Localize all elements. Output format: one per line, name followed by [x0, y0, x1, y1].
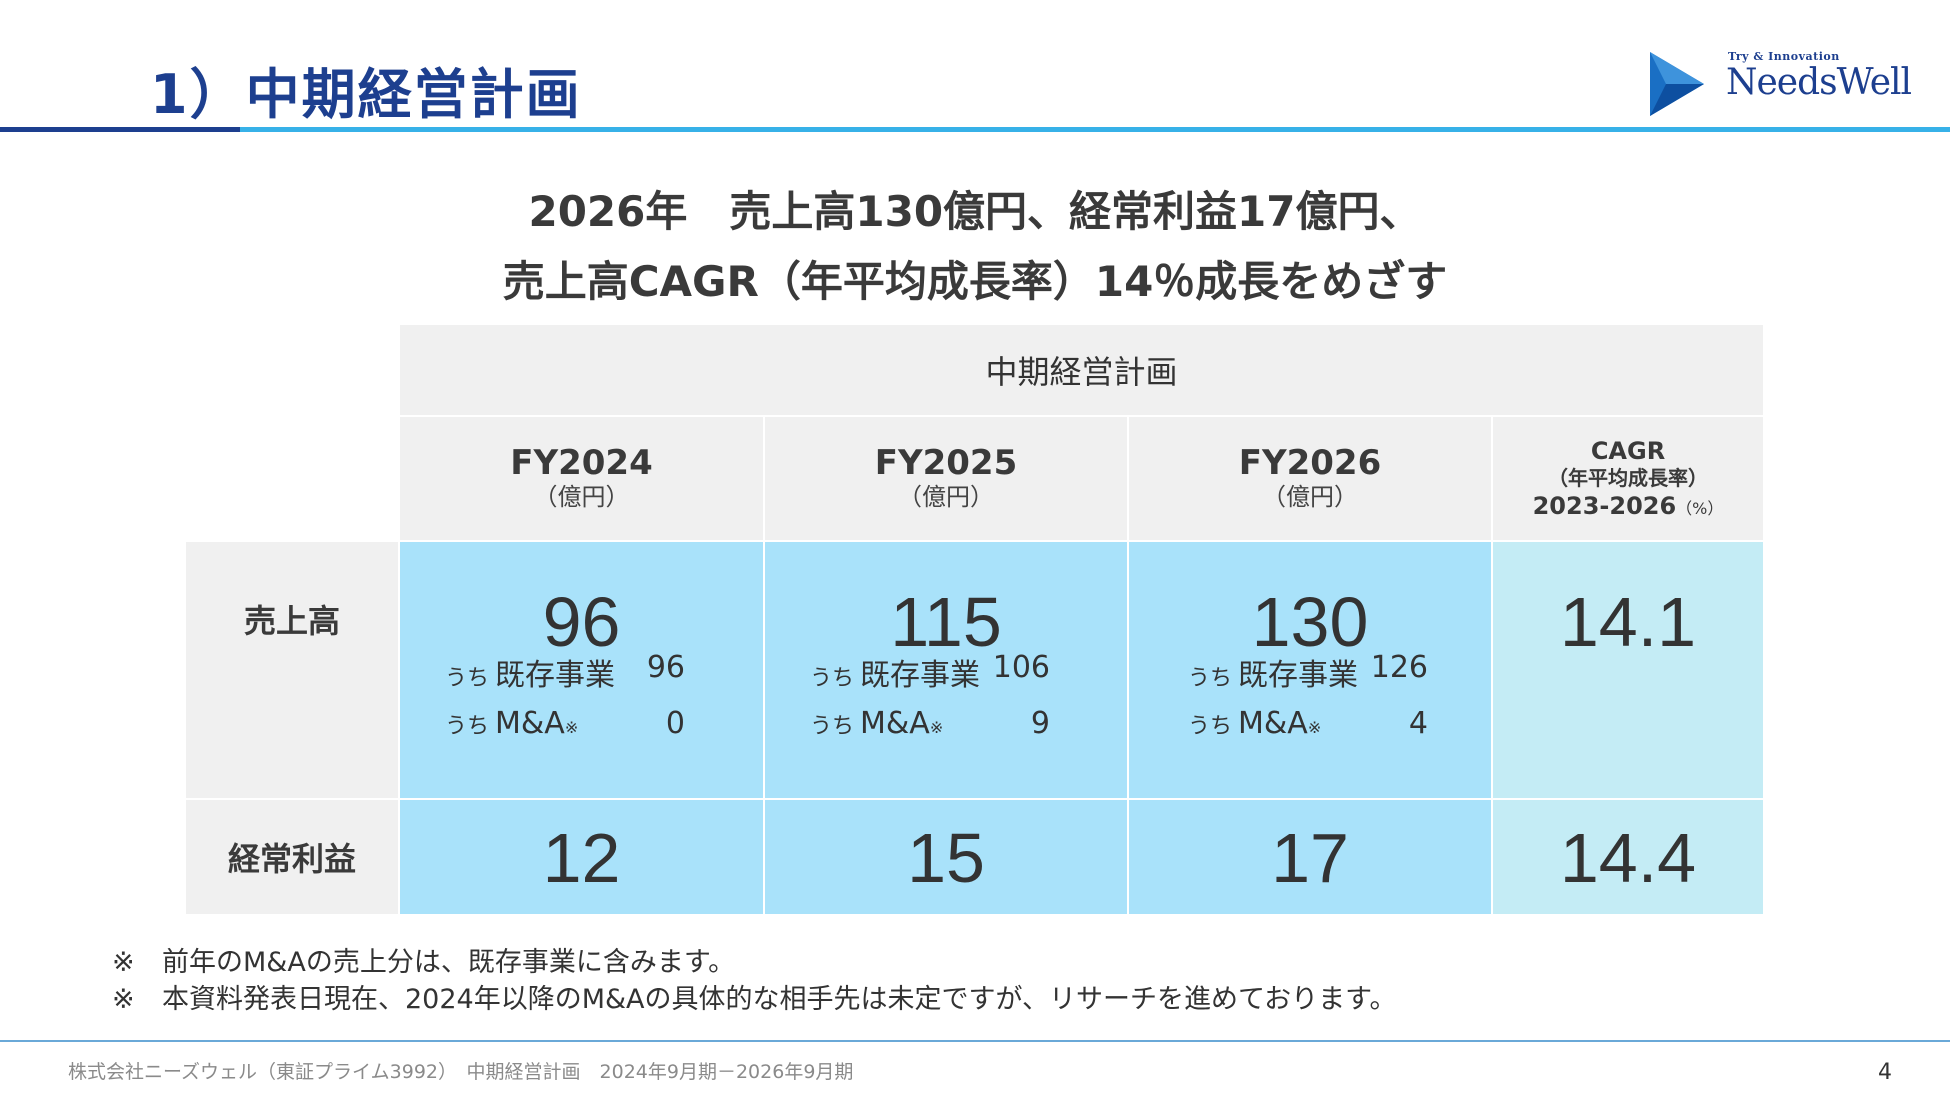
column-label: FY2025	[874, 443, 1018, 484]
header-rule	[0, 127, 1950, 132]
sales-cell-fy2024: 96 うち 既存事業 96 うち M&A※ 0	[400, 542, 763, 798]
footnote-2: ※ 本資料発表日現在、2024年以降のM&Aの具体的な相手先は未定ですが、リサーチ…	[112, 984, 1397, 1015]
header-rule-accent	[0, 127, 240, 132]
profit-value: 12	[542, 819, 621, 897]
cagr-period: 2023-2026（%）	[1533, 491, 1724, 521]
column-unit: （億円）	[898, 482, 994, 511]
ma-value: 9	[1030, 706, 1050, 741]
ma-label: うち M&A※	[445, 706, 579, 741]
sales-value: 115	[890, 583, 1002, 661]
profit-cell-fy2024: 12	[400, 800, 763, 914]
column-header-fy2026: FY2026 （億円）	[1129, 417, 1491, 540]
sales-cagr-cell: 14.1	[1493, 542, 1763, 798]
row-header-ordinary-profit: 経常利益	[186, 800, 398, 914]
existing-business-value: 106	[992, 650, 1050, 685]
ma-value: 0	[665, 706, 685, 741]
column-header-fy2024: FY2024 （億円）	[400, 417, 763, 540]
sales-cell-fy2025: 115 うち 既存事業 106 うち M&A※ 9	[765, 542, 1127, 798]
footer-text: 株式会社ニーズウェル（東証プライム3992） 中期経営計画 2024年9月期－2…	[68, 1061, 854, 1083]
headline-line-2: 売上高CAGR（年平均成長率）14％成長をめざす	[502, 257, 1448, 306]
existing-business-label: うち 既存事業	[1188, 658, 1359, 693]
existing-business-label: うち 既存事業	[810, 658, 981, 693]
row-header-sales: 売上高	[186, 542, 398, 798]
profit-value: 17	[1271, 819, 1349, 897]
footer-rule	[0, 1040, 1950, 1042]
profit-cagr-value: 14.4	[1559, 819, 1697, 897]
ma-label: うち M&A※	[810, 706, 944, 741]
column-header-fy2025: FY2025 （億円）	[765, 417, 1127, 540]
cagr-unit: （%）	[1676, 499, 1724, 518]
ma-label: うち M&A※	[1188, 706, 1322, 741]
cagr-period-years: 2023-2026	[1532, 492, 1677, 520]
company-logo: Try & Innovation NeedsWell	[1650, 50, 1912, 120]
table-band-title: 中期経営計画	[400, 325, 1763, 415]
sales-value: 96	[542, 583, 621, 661]
page-number: 4	[1878, 1060, 1892, 1085]
existing-business-value: 126	[1370, 650, 1428, 685]
sales-cagr-value: 14.1	[1559, 583, 1697, 661]
ma-value: 4	[1408, 706, 1428, 741]
profit-cell-fy2026: 17	[1129, 800, 1491, 914]
column-unit: （億円）	[1262, 482, 1358, 511]
logo-name: NeedsWell	[1726, 62, 1912, 103]
profit-cagr-cell: 14.4	[1493, 800, 1763, 914]
headline-line-1: 2026年 売上高130億円、経常利益17億円、	[528, 187, 1422, 236]
logo-tagline: Try & Innovation	[1728, 50, 1840, 63]
slide-title: 1）中期経営計画	[150, 63, 582, 126]
existing-business-label: うち 既存事業	[445, 658, 616, 693]
column-unit: （億円）	[533, 482, 630, 511]
cagr-sub-label: （年平均成長率）	[1548, 466, 1708, 490]
existing-business-value: 96	[646, 650, 685, 685]
profit-value: 15	[907, 819, 985, 897]
logo-arrow-icon	[1650, 52, 1704, 116]
cagr-label: CAGR	[1590, 437, 1666, 465]
footnote-1: ※ 前年のM&Aの売上分は、既存事業に含みます。	[112, 947, 736, 978]
sales-value: 130	[1251, 583, 1369, 661]
column-label: FY2026	[1238, 443, 1382, 484]
sales-cell-fy2026: 130 うち 既存事業 126 うち M&A※ 4	[1129, 542, 1491, 798]
column-label: FY2024	[510, 443, 653, 484]
profit-cell-fy2025: 15	[765, 800, 1127, 914]
column-header-cagr: CAGR （年平均成長率） 2023-2026（%）	[1493, 417, 1763, 540]
